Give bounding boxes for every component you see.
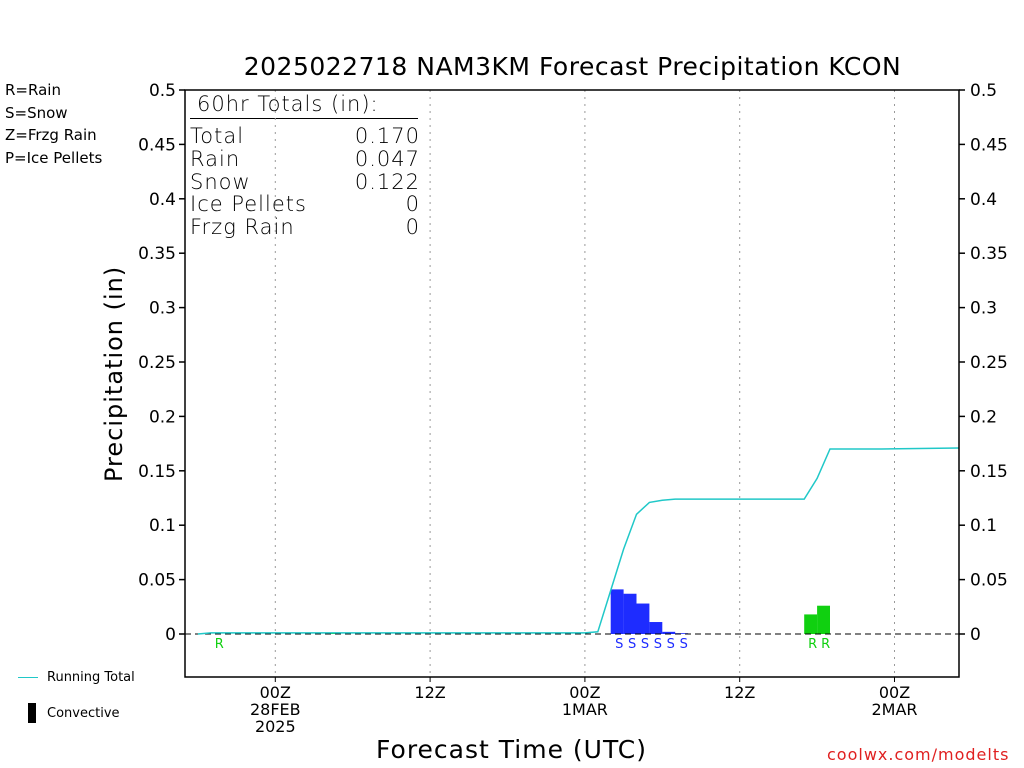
y-tick-label-left: 0 [165,625,176,645]
totals-value-rain: 0.047 [354,147,420,171]
totals-label-snow: Snow [190,170,251,194]
y-tick-label-left: 0.45 [138,135,176,155]
running-total-legend: Running Total [47,670,135,685]
x-tick-label: 12Z [724,683,755,702]
totals-underline [190,118,418,119]
x-tick-label: 00Z [569,683,600,702]
x-tick-label: 12Z [414,683,445,702]
totals-value-total: 0.170 [354,124,420,148]
y-tick-label-right: 0.35 [970,244,1008,264]
x-tick-label: 2MAR [871,700,917,719]
key-ice-pellets: P=Ice Pellets [5,149,103,167]
precip-bar [610,589,624,634]
y-tick-label-left: 0.35 [138,244,176,264]
y-tick-label-right: 0.3 [970,299,997,319]
key-frzg-rain: Z=Frzg Rain [5,126,97,144]
x-tick-label: 2025 [255,717,296,736]
precip-bar [817,605,830,634]
ptype-marker: S [615,637,623,652]
convective-swatch [28,703,36,723]
totals-value-frzg-rain: 0 [405,215,420,239]
precip-bar [636,603,650,634]
ptype-marker: S [628,637,636,652]
x-tick-label: 00Z [879,683,910,702]
ptype-marker: S [680,637,688,652]
plot-frame [184,89,960,678]
y-tick-label-right: 0.05 [970,571,1008,591]
y-tick-label-right: 0.1 [970,516,997,536]
ptype-marker: S [667,637,675,652]
totals-header: 60hr Totals (in): [197,92,379,116]
y-tick-label-right: 0.45 [970,135,1008,155]
totals-label-ice-pellets: Ice Pellets [190,192,307,216]
y-tick-label-left: 0.25 [138,353,176,373]
y-tick-label-left: 0.3 [149,299,176,319]
key-snow: S=Snow [5,104,68,122]
x-axis-label: Forecast Time (UTC) [376,735,647,764]
x-tick-label: 28FEB [250,700,301,719]
watermark: coolwx.com/modelts [827,745,1010,764]
y-tick-label-left: 0.15 [138,462,176,482]
y-tick-label-right: 0 [970,625,981,645]
precip-bar [675,633,689,634]
precip-bar [649,622,663,634]
key-rain: R=Rain [5,81,61,99]
y-tick-label-right: 0.4 [970,190,997,210]
totals-label-frzg-rain: Frzg Rain [190,215,295,239]
y-tick-label-right: 0.25 [970,353,1008,373]
y-tick-label-right: 0.2 [970,407,997,427]
totals-value-snow: 0.122 [354,170,420,194]
ptype-marker: R [808,637,817,652]
y-tick-label-right: 0.15 [970,462,1008,482]
running-total-swatch [18,677,38,678]
totals-label-total: Total [190,124,245,148]
precip-bar [662,631,676,634]
y-tick-label-left: 0.4 [149,190,176,210]
y-tick-label-right: 0.5 [970,81,997,101]
chart-title: 2025022718 NAM3KM Forecast Precipitation… [243,52,902,81]
ptype-marker: S [641,637,649,652]
y-tick-label-left: 0.5 [149,81,176,101]
ptype-marker: S [654,637,662,652]
precip-bar [623,593,637,634]
x-tick-label: 00Z [260,683,291,702]
ptype-marker: R [821,637,830,652]
convective-legend: Convective [47,706,120,721]
ptype-marker: R [215,637,224,652]
x-tick-label: 1MAR [562,700,608,719]
totals-label-rain: Rain [190,147,241,171]
totals-value-ice-pellets: 0 [405,192,420,216]
y-tick-label-left: 0.05 [138,571,176,591]
y-tick-label-left: 0.2 [149,407,176,427]
precip-bar [804,614,818,634]
running-total-line [197,447,960,635]
y-tick-label-left: 0.1 [149,516,176,536]
